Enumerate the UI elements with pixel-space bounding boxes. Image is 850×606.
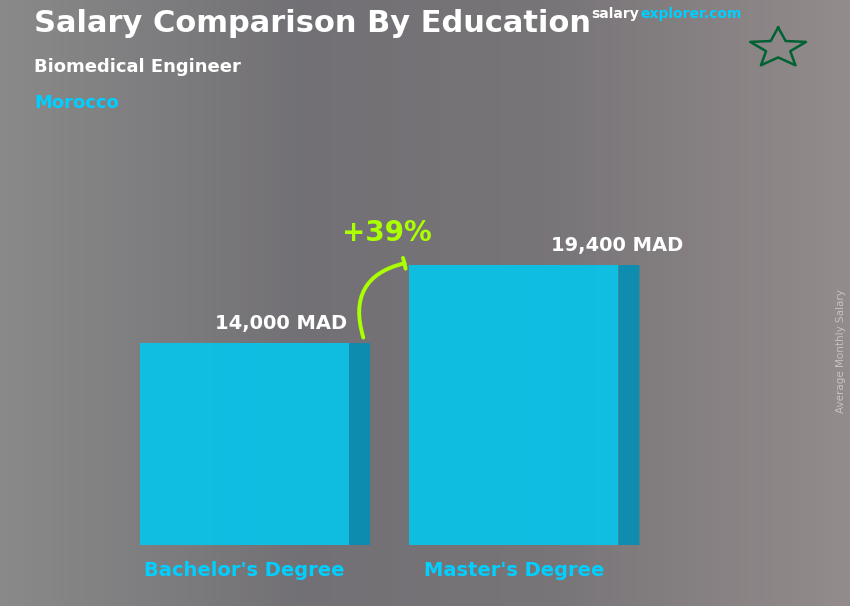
Text: explorer.com: explorer.com [640,7,741,21]
Polygon shape [409,265,619,545]
Polygon shape [139,343,349,545]
Text: Morocco: Morocco [34,94,119,112]
Text: 19,400 MAD: 19,400 MAD [551,236,683,255]
Text: +39%: +39% [342,219,432,247]
Polygon shape [349,343,370,545]
Text: Salary Comparison By Education: Salary Comparison By Education [34,9,591,38]
Text: Biomedical Engineer: Biomedical Engineer [34,58,241,76]
Polygon shape [619,265,639,545]
Text: 14,000 MAD: 14,000 MAD [214,314,347,333]
Text: Bachelor's Degree: Bachelor's Degree [144,561,345,579]
Text: salary: salary [591,7,638,21]
Text: Average Monthly Salary: Average Monthly Salary [836,290,846,413]
Text: Master's Degree: Master's Degree [423,561,604,579]
